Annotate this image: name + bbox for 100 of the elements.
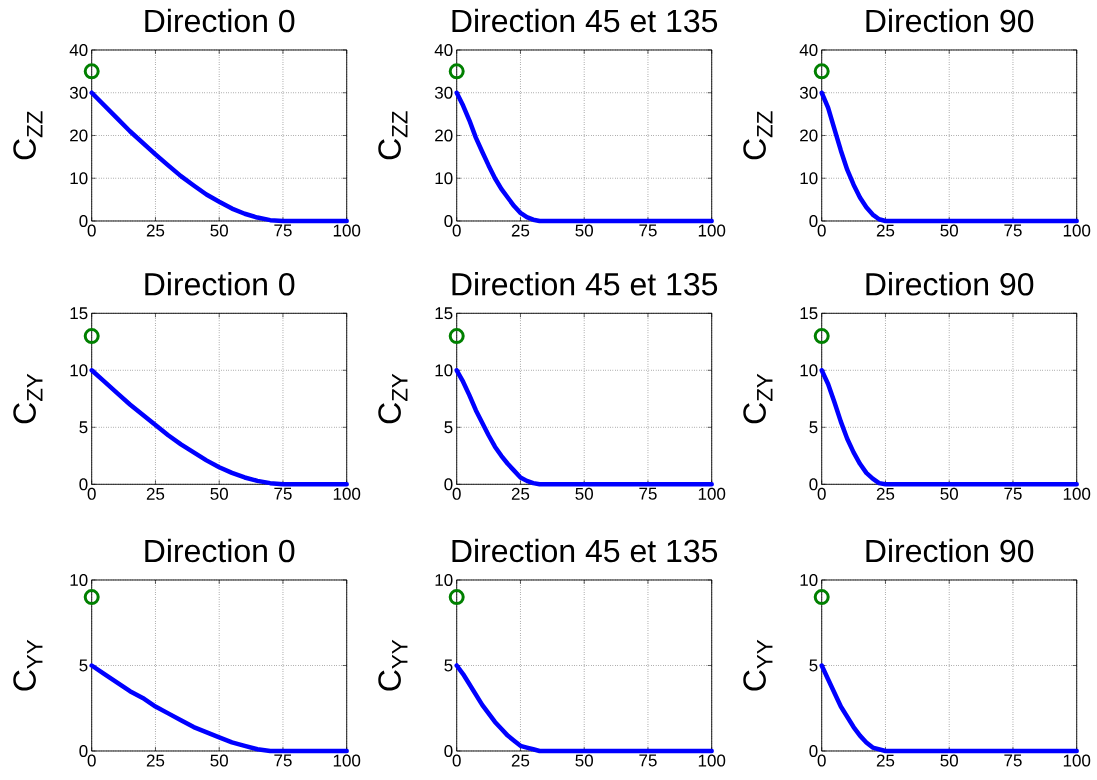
x-tick-label: 100 (1063, 487, 1091, 500)
y-tick-label: 10 (800, 172, 818, 185)
x-tick-label: 25 (146, 487, 165, 500)
chart-title: Direction 45 et 135 (452, 538, 718, 563)
y-tick-label: 10 (70, 364, 88, 377)
x-tick-label: 50 (210, 754, 228, 767)
y-tick-label: 0 (79, 744, 88, 758)
x-tick-label: 50 (210, 224, 228, 237)
x-tick-label: 100 (333, 754, 361, 767)
x-tick-label: 100 (333, 224, 361, 237)
x-tick-label: 75 (639, 487, 657, 500)
line-series (819, 90, 1079, 224)
x-tick-label: 50 (575, 754, 593, 767)
y-tick-label: 20 (435, 129, 453, 142)
x-tick-label: 0 (87, 487, 96, 500)
x-tick-label: 0 (817, 754, 826, 767)
y-axis-title: C$_{YY}$ (378, 639, 408, 691)
x-tick-label: 25 (876, 224, 895, 237)
x-tick-label: 50 (940, 487, 958, 500)
y-tick-label: 15 (435, 307, 453, 320)
x-tick-label: 50 (210, 487, 228, 500)
y-tick-label: 0 (809, 744, 818, 758)
x-tick-label: 25 (511, 487, 530, 500)
y-tick-label: 10 (70, 172, 88, 185)
x-tick-label: 50 (575, 224, 593, 237)
y-tick-label: 5 (809, 659, 818, 672)
x-tick-label: 75 (274, 487, 292, 500)
y-tick-label: 10 (800, 573, 818, 587)
line-series (819, 368, 1079, 487)
y-tick-label: 5 (444, 421, 453, 434)
y-tick-label: 40 (434, 43, 453, 57)
y-tick-label: 10 (435, 172, 453, 185)
x-tick-label: 0 (817, 224, 826, 237)
x-tick-label: 75 (274, 224, 292, 237)
y-axis-title: C$_{ZZ}$ (743, 111, 773, 160)
x-tick-label: 25 (511, 224, 530, 237)
x-tick-label: 0 (452, 224, 461, 237)
y-tick-label: 20 (800, 129, 818, 142)
y-tick-label: 5 (809, 421, 818, 434)
x-tick-label: 75 (1004, 754, 1022, 767)
y-axis-title: C$_{ZY}$ (13, 373, 43, 424)
y-tick-label: 5 (79, 421, 88, 434)
x-tick-label: 75 (639, 754, 657, 767)
y-tick-label: 0 (809, 214, 818, 228)
chart-title: Direction 0 (145, 272, 295, 296)
x-tick-label: 75 (1004, 224, 1022, 237)
x-tick-label: 100 (333, 487, 361, 500)
chart-title: Direction 0 (145, 538, 295, 563)
y-tick-label: 10 (435, 573, 453, 587)
x-tick-label: 50 (575, 487, 593, 500)
y-axis-title: C$_{ZZ}$ (378, 111, 408, 160)
x-tick-label: 0 (452, 487, 461, 500)
y-axis-title: C$_{ZY}$ (743, 373, 773, 424)
y-axis-title: C$_{ZY}$ (378, 373, 408, 424)
y-tick-label: 40 (799, 43, 818, 57)
y-axis-title: C$_{ZZ}$ (13, 111, 43, 160)
x-tick-label: 25 (146, 224, 165, 237)
x-tick-label: 50 (940, 224, 958, 237)
y-tick-label: 30 (434, 86, 453, 99)
y-tick-label: 0 (444, 214, 453, 228)
x-tick-label: 25 (511, 754, 530, 767)
y-tick-label: 0 (809, 478, 818, 491)
x-tick-label: 25 (876, 487, 895, 500)
y-tick-label: 10 (800, 364, 818, 377)
x-tick-label: 75 (1004, 487, 1022, 500)
chart-title: Direction 0 (145, 8, 295, 33)
y-tick-label: 0 (444, 744, 453, 758)
y-tick-label: 10 (435, 364, 453, 377)
y-tick-label: 20 (70, 129, 88, 142)
y-tick-label: 40 (69, 43, 88, 57)
x-tick-label: 25 (876, 754, 895, 767)
y-tick-label: 15 (800, 307, 818, 320)
chart-title: Direction 90 (866, 538, 1034, 563)
y-axis-title: C$_{YY}$ (13, 639, 43, 691)
x-tick-label: 100 (698, 754, 726, 767)
y-tick-label: 5 (444, 659, 453, 672)
x-tick-label: 100 (698, 224, 726, 237)
x-tick-label: 100 (1063, 224, 1091, 237)
y-tick-label: 30 (799, 86, 818, 99)
chart-title: Direction 45 et 135 (452, 8, 718, 33)
x-tick-label: 25 (146, 754, 165, 767)
x-tick-label: 0 (817, 487, 826, 500)
y-tick-label: 5 (79, 659, 88, 672)
chart-title: Direction 90 (866, 8, 1034, 33)
x-tick-label: 75 (274, 754, 292, 767)
chart-title: Direction 90 (866, 272, 1034, 296)
x-tick-label: 75 (639, 224, 657, 237)
y-axis-title: C$_{YY}$ (743, 639, 773, 691)
x-tick-label: 0 (87, 224, 96, 237)
x-tick-label: 100 (698, 487, 726, 500)
x-tick-label: 50 (940, 754, 958, 767)
chart-title: Direction 45 et 135 (452, 272, 718, 296)
x-tick-label: 0 (452, 754, 461, 767)
y-tick-label: 15 (70, 307, 88, 320)
y-tick-label: 0 (79, 478, 88, 491)
y-tick-label: 0 (79, 214, 88, 228)
y-tick-label: 0 (444, 478, 453, 491)
y-tick-label: 30 (69, 86, 88, 99)
y-tick-label: 10 (70, 573, 88, 587)
x-tick-label: 0 (87, 754, 96, 767)
